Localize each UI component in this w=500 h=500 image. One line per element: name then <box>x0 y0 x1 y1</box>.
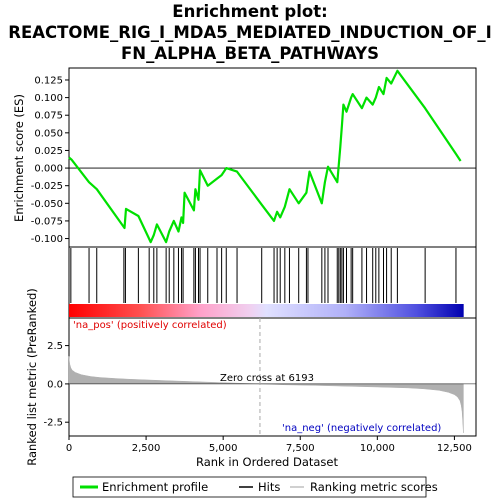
negative-correlated-label: 'na_neg' (negatively correlated) <box>282 423 441 434</box>
x-tick-label: 0 <box>66 443 72 454</box>
es-y-tick-label: 0.125 <box>34 75 63 86</box>
legend-enrichment-label: Enrichment profile <box>102 480 208 494</box>
metric-y-ticks: -2.5 0.0 2.5 <box>43 341 69 429</box>
es-y-tick-label: 0.075 <box>34 111 63 122</box>
legend: Enrichment profile Hits Ranking metric s… <box>72 476 438 498</box>
metric-panel: -2.5 0.0 2.5 'na_pos' (positively correlat… <box>25 288 477 466</box>
es-y-ticks: -0.100 -0.075 -0.050 -0.025 0.000 0.025 0.050 0… <box>31 75 69 245</box>
es-y-tick-label: -0.050 <box>31 199 63 210</box>
x-axis-ticks: 0 2,500 5,000 7,500 10,000 12,500 <box>66 436 472 454</box>
zero-cross-label: Zero cross at 6193 <box>220 373 314 384</box>
rank-color-bar <box>69 304 464 317</box>
es-y-tick-label: -0.100 <box>31 234 63 245</box>
es-y-tick-label: -0.075 <box>31 216 63 227</box>
chart-title-line-3: FN_ALPHA_BETA_PATHWAYS <box>121 44 379 63</box>
chart-title-line-2: REACTOME_RIG_I_MDA5_MEDIATED_INDUCTION_O… <box>8 23 492 42</box>
es-y-tick-label: 0.025 <box>34 146 63 157</box>
chart-title-line-1: Enrichment plot: <box>172 2 327 21</box>
hits-panel <box>68 246 477 319</box>
legend-hits-label: Hits <box>258 480 280 494</box>
metric-y-tick-label: 2.5 <box>47 341 63 352</box>
enrichment-profile-line <box>68 69 462 244</box>
hit-lines <box>70 248 457 303</box>
es-y-tick-label: -0.025 <box>31 181 63 192</box>
es-y-tick-label: 0.100 <box>34 93 63 104</box>
x-tick-label: 12,500 <box>437 443 472 454</box>
x-axis-label: Rank in Ordered Dataset <box>196 455 339 469</box>
metric-y-tick-label: -2.5 <box>43 418 63 429</box>
x-tick-label: 10,000 <box>360 443 395 454</box>
metric-panel-frame <box>68 317 477 437</box>
es-y-tick-label: 0.000 <box>34 164 63 175</box>
x-tick-label: 7,500 <box>286 443 315 454</box>
metric-y-axis-label: Ranked list metric (PreRanked) <box>25 288 39 466</box>
x-tick-label: 2,500 <box>132 443 161 454</box>
metric-y-tick-label: 0.0 <box>47 379 63 390</box>
es-y-axis-label: Enrichment score (ES) <box>12 94 26 222</box>
es-panel: -0.100 -0.075 -0.050 -0.025 0.000 0.025 0.050 0… <box>12 67 477 248</box>
legend-metric-label: Ranking metric scores <box>310 480 438 494</box>
x-tick-label: 5,000 <box>209 443 238 454</box>
positive-correlated-label: 'na_pos' (positively correlated) <box>73 320 227 331</box>
es-y-tick-label: 0.050 <box>34 128 63 139</box>
ranking-metric-area <box>68 356 464 433</box>
